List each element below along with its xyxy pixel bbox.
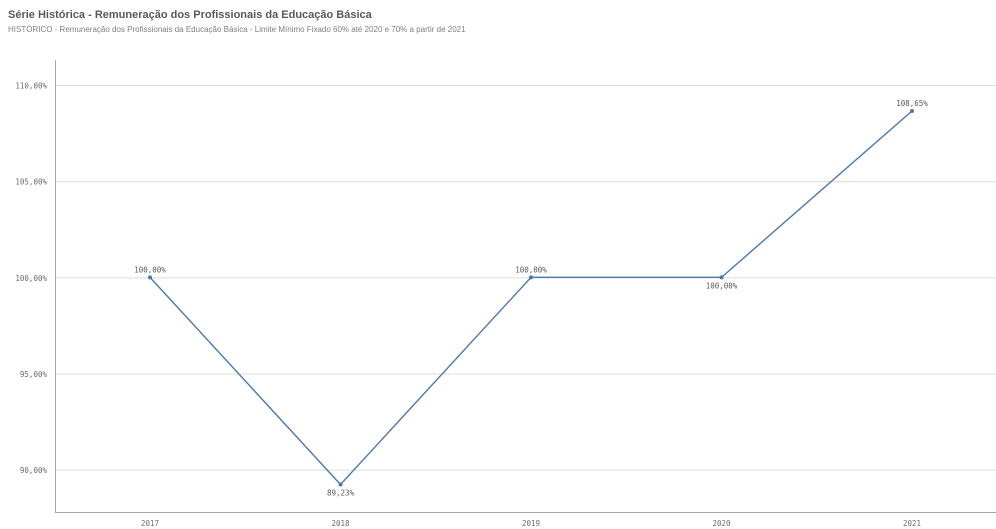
data-point — [719, 275, 724, 280]
y-tick-label: 95,00% — [20, 370, 48, 379]
data-label: 100,00% — [515, 265, 547, 274]
data-label: 100,00% — [134, 265, 166, 274]
data-label: 100,00% — [706, 281, 738, 290]
gridlines — [55, 85, 996, 471]
chart-subtitle: HISTÓRICO - Remuneração dos Profissionai… — [8, 25, 466, 34]
data-labels: 100,00% 89,23% 100,00% 100,00% 108,65% — [134, 99, 928, 498]
data-point — [910, 108, 914, 113]
series-line — [149, 110, 913, 486]
data-label: 89,23% — [327, 488, 355, 497]
y-tick-label: 100,00% — [15, 274, 47, 283]
data-label: 108,65% — [896, 99, 928, 108]
y-tick-label: 105,00% — [15, 178, 47, 187]
x-tick-label: 2018 — [331, 519, 350, 528]
data-point — [148, 275, 152, 280]
y-tick-label: 90,00% — [20, 466, 48, 475]
y-tick-label: 110,00% — [15, 82, 47, 91]
x-tick-label: 2019 — [522, 519, 540, 528]
axes — [55, 60, 996, 513]
y-axis-tick-labels: 90,00% 95,00% 100,00% 105,00% 110,00% — [15, 82, 47, 476]
x-tick-label: 2021 — [903, 519, 921, 528]
data-points — [148, 108, 914, 487]
chart-title: Série Histórica - Remuneração dos Profis… — [8, 9, 372, 21]
x-tick-label: 2017 — [141, 519, 159, 528]
data-point — [529, 275, 533, 280]
x-tick-label: 2020 — [712, 519, 731, 528]
data-point — [338, 482, 343, 487]
x-axis-tick-labels: 2017 2018 2019 2020 2021 — [141, 519, 921, 528]
series — [149, 110, 913, 486]
